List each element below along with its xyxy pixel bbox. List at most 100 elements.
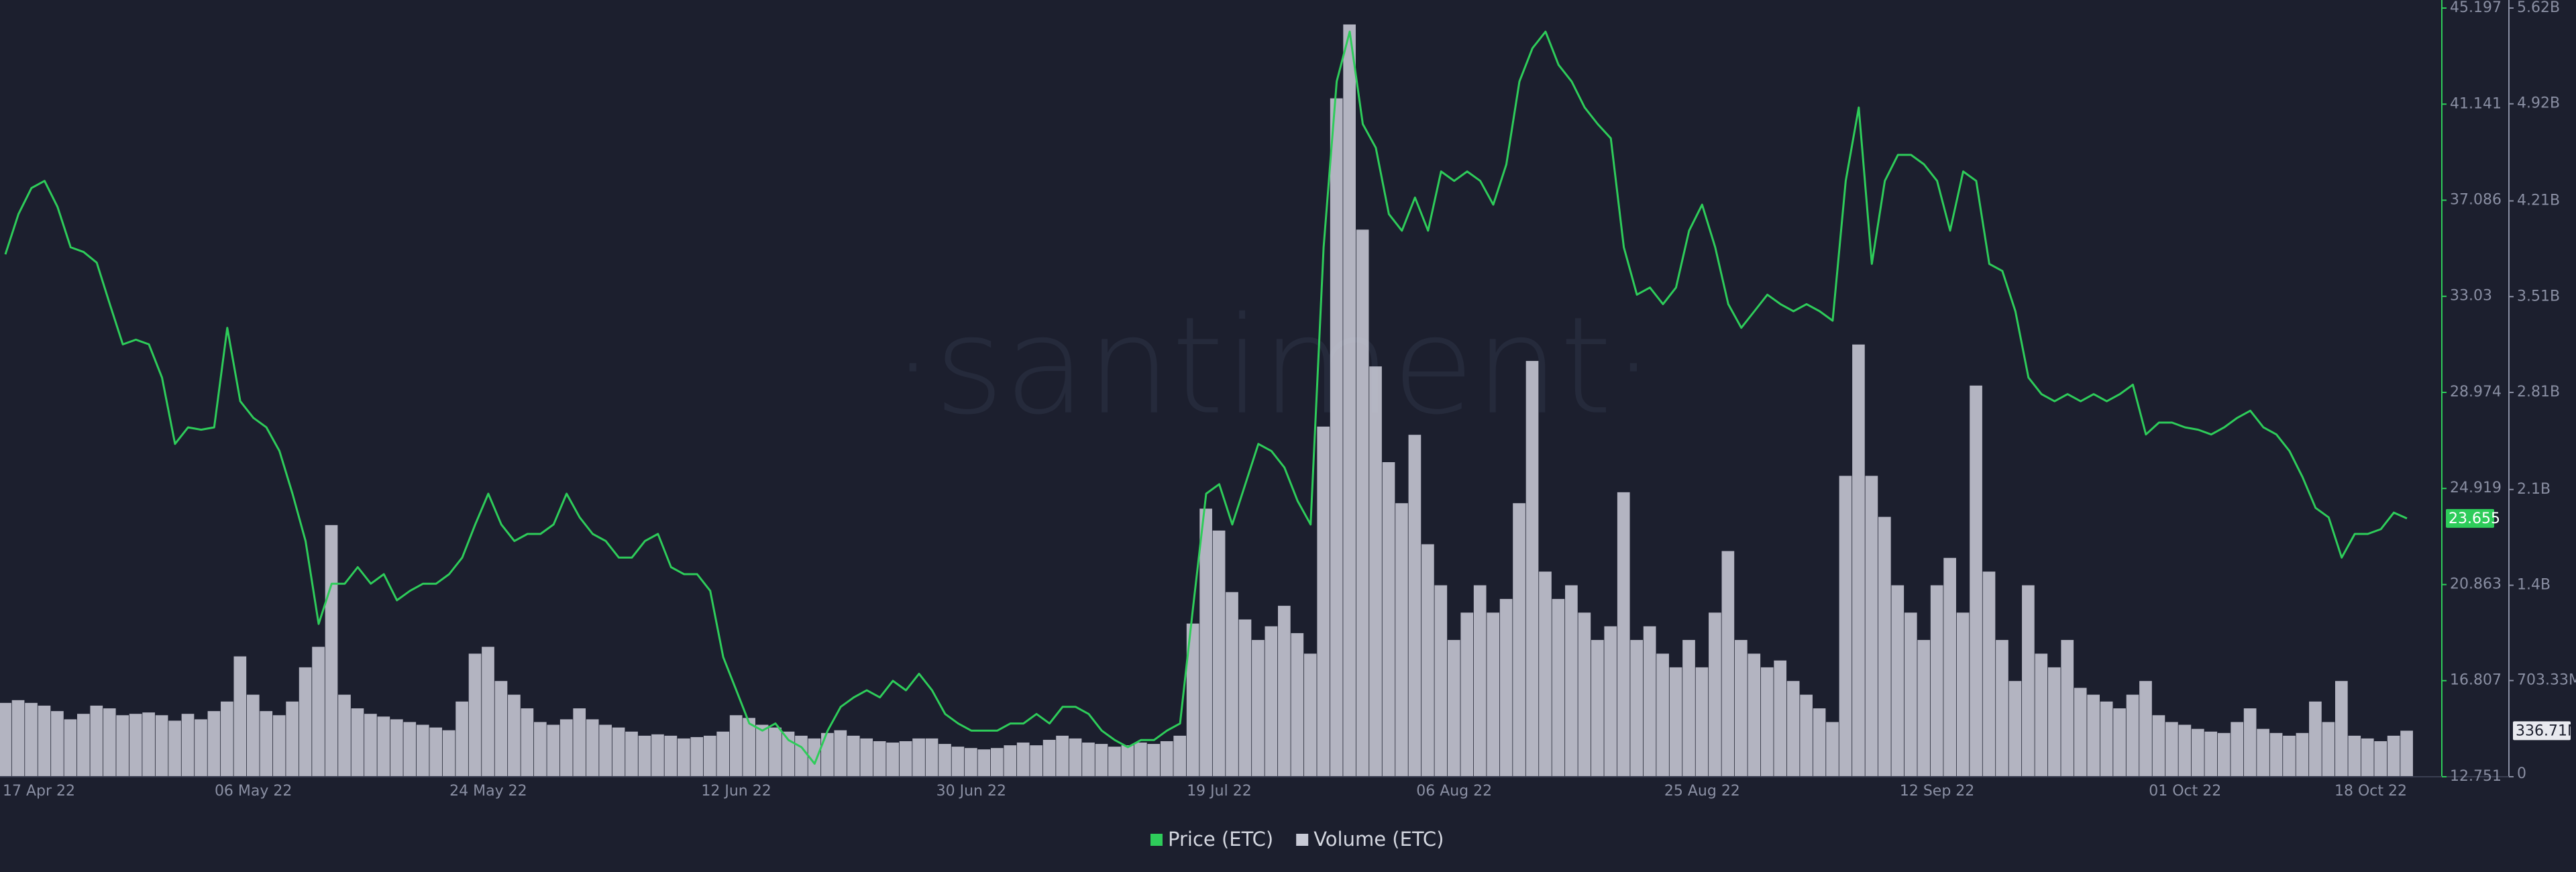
volume-bar [965, 748, 977, 777]
volume-bar [2322, 722, 2335, 777]
volume-bar [494, 681, 508, 777]
volume-bar [1970, 385, 1982, 777]
volume-bar [51, 711, 64, 777]
volume-bar [1565, 585, 1578, 777]
volume-bar [2231, 722, 2244, 777]
volume-bar [2113, 708, 2126, 777]
y2-tick-label: 703.33M [2517, 672, 2576, 689]
volume-bar [1434, 585, 1448, 777]
y2-tick-label: 4.21B [2517, 193, 2560, 209]
volume-bar [1291, 633, 1304, 777]
y2-tick-label: 0 [2517, 765, 2526, 782]
volume-bar [1943, 557, 1956, 777]
volume-bar [1121, 745, 1134, 777]
volume-bar [782, 731, 795, 777]
volume-bar [11, 700, 25, 777]
volume-bar [977, 749, 991, 777]
volume-bar [1839, 476, 1852, 777]
volume-bar [1721, 551, 1735, 777]
volume-bar [1487, 612, 1499, 777]
volume-bar [195, 719, 207, 777]
volume-bar [25, 702, 38, 777]
volume-bar [2217, 732, 2231, 777]
volume-bar [1042, 739, 1056, 777]
volume-bar [2269, 732, 2283, 777]
y-tick-label: 24.919 [2450, 480, 2502, 496]
volume-bar [1578, 612, 1591, 777]
axes: 12.751 16.807 20.863 24.919 28.974 33.03 37.08… [0, 0, 2576, 800]
volume-bar [1069, 738, 1082, 777]
volume-bar [364, 714, 377, 777]
volume-bar [2387, 735, 2400, 777]
volume-bar [1056, 735, 1069, 777]
volume-bar [1199, 508, 1212, 777]
volume-bar [2191, 728, 2204, 777]
volume-bar [755, 724, 769, 777]
x-tick-label: 17 Apr 22 [3, 783, 75, 800]
volume-bar [168, 720, 181, 777]
volume-bar [573, 708, 586, 777]
x-tick-label: 06 Aug 22 [1416, 783, 1492, 800]
volume-bar [142, 712, 155, 777]
volume-bar [1617, 492, 1630, 777]
volume-bar [2061, 640, 2074, 777]
volume-bar [1604, 626, 1617, 777]
volume-bar [1016, 743, 1030, 777]
volume-bar [1226, 592, 1238, 777]
volume-bar [2348, 735, 2361, 777]
volume-bar [2074, 688, 2087, 777]
x-tick-label: 30 Jun 22 [936, 783, 1006, 800]
volume-bar [547, 724, 560, 777]
volume-bar [1303, 653, 1317, 777]
y2-tick-label: 3.51B [2517, 288, 2560, 305]
volume-bar [1643, 626, 1656, 777]
volume-bar [468, 653, 482, 777]
volume-bar [38, 705, 51, 777]
volume-bar [1108, 747, 1121, 777]
volume-bar [1030, 745, 1043, 777]
legend-label: Price (ETC) [1168, 828, 1273, 851]
volume-bar [1917, 640, 1931, 777]
volume-bar [1265, 626, 1278, 777]
volume-bar [1369, 366, 1382, 777]
volume-bar [1147, 744, 1161, 777]
volume-bar [925, 738, 938, 777]
volume-bar [299, 667, 312, 777]
volume-bars [0, 24, 2413, 777]
price-line [4, 30, 2408, 765]
volume-bar [246, 694, 260, 777]
y2-tick-label: 1.4B [2517, 577, 2551, 594]
volume-bar [651, 734, 664, 777]
x-tick-label: 24 May 22 [449, 783, 527, 800]
volume-bar [429, 727, 443, 777]
volume-bar [181, 714, 195, 777]
volume-bar [2022, 585, 2035, 777]
volume-bar [221, 701, 233, 777]
volume-bar [638, 735, 651, 777]
volume-bar [1460, 612, 1474, 777]
volume-bar [1956, 612, 1970, 777]
volume-bar [1173, 735, 1187, 777]
volume-bar [586, 719, 599, 777]
volume-bar [612, 727, 625, 777]
volume-bar [2334, 681, 2348, 777]
volume-bar [1252, 640, 1265, 777]
volume-bar [1748, 653, 1761, 777]
volume-bar [233, 656, 247, 777]
volume-bar [1800, 694, 1813, 777]
current-value-label: 23.655 [2449, 510, 2500, 527]
volume-bar [899, 741, 912, 777]
volume-bar [1591, 640, 1604, 777]
y-tick-label: 45.197 [2450, 0, 2502, 16]
volume-bar [559, 719, 573, 777]
volume-bar [207, 711, 221, 777]
y2-tick-label: 2.81B [2517, 384, 2560, 400]
volume-bar [1082, 743, 1095, 777]
volume-bar [1525, 361, 1539, 777]
volume-bar [508, 694, 521, 777]
volume-bar [990, 748, 1004, 777]
y-tick-label: 12.751 [2450, 768, 2502, 785]
volume-bar [1212, 530, 1226, 777]
volume-bar [1552, 598, 1565, 777]
